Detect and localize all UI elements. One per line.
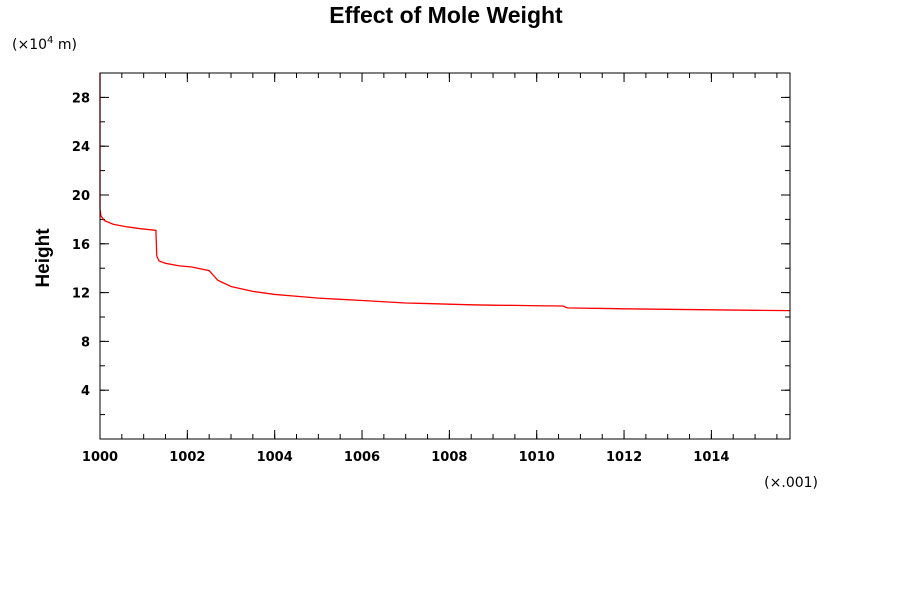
- minor-ticks: [100, 73, 790, 439]
- y-tick-label: 28: [72, 91, 90, 106]
- x-tick-labels: 1000 1002 1004 1006 1008 1010 1012 1014: [82, 450, 730, 465]
- x-tick-label: 1010: [519, 450, 555, 465]
- plot-frame: [99, 72, 791, 440]
- y-tick-label: 16: [72, 238, 90, 253]
- y-axis-multiplier: (×104 m): [12, 35, 77, 53]
- y-multiplier-prefix: (×10: [12, 37, 47, 53]
- y-tick-label: 20: [72, 189, 90, 204]
- major-ticks: [100, 73, 790, 439]
- x-tick-label: 1000: [82, 450, 118, 465]
- chart-title: Effect of Mole Weight: [329, 2, 563, 28]
- x-tick-label: 1002: [169, 450, 205, 465]
- x-axis-multiplier: (×.001): [764, 475, 818, 491]
- x-tick-label: 1008: [431, 450, 467, 465]
- x-tick-label: 1006: [344, 450, 380, 465]
- x-tick-label: 1012: [606, 450, 642, 465]
- y-tick-label: 12: [72, 287, 90, 302]
- y-tick-label: 8: [81, 335, 90, 350]
- y-tick-labels: 4 8 12 16 20 24 28: [72, 91, 90, 399]
- y-axis-label: Height: [33, 228, 54, 288]
- y-multiplier-exponent: 4: [47, 35, 53, 46]
- series-line: [99, 73, 791, 312]
- series-layer: [99, 73, 791, 312]
- x-tick-label: 1014: [693, 450, 729, 465]
- y-tick-label: 24: [72, 140, 90, 155]
- x-tick-label: 1004: [257, 450, 293, 465]
- y-multiplier-suffix: m): [53, 37, 77, 53]
- y-tick-label: 4: [81, 384, 90, 399]
